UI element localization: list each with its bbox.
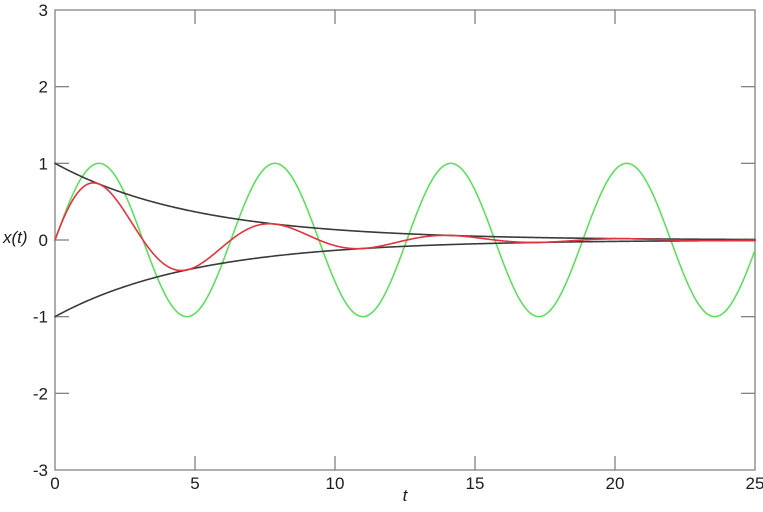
y-tick-label: 0 — [39, 231, 48, 250]
x-tick-label: 25 — [746, 474, 763, 493]
y-tick-label: 2 — [39, 78, 48, 97]
y-tick-label: -3 — [33, 461, 48, 480]
y-tick-label: -1 — [33, 308, 48, 327]
curve-sine — [54, 162, 756, 318]
x-tick-label: 5 — [190, 474, 199, 493]
curve-damped-sine — [54, 182, 756, 272]
y-axis-label: x(t) — [3, 228, 28, 247]
curve-upper-envelope — [54, 162, 756, 241]
y-tick-label: -2 — [33, 384, 48, 403]
y-tick-label: 3 — [39, 1, 48, 20]
y-tick-label: 1 — [39, 154, 48, 173]
x-tick-label: 15 — [466, 474, 485, 493]
x-tick-label: 10 — [326, 474, 345, 493]
x-tick-label: 0 — [50, 474, 59, 493]
x-axis-label: t — [402, 486, 408, 505]
curve-lower-envelope — [54, 239, 756, 318]
x-tick-label: 20 — [606, 474, 625, 493]
